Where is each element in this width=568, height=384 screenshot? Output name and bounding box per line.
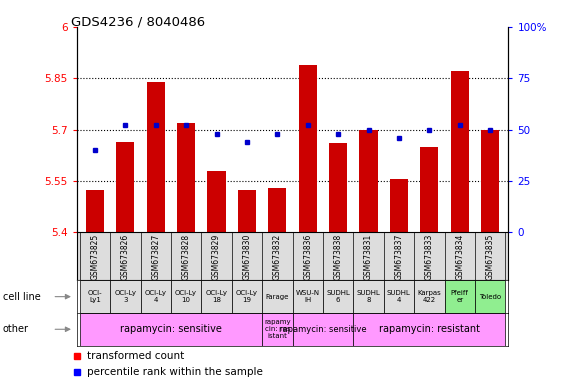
Text: rapamycin: resistant: rapamycin: resistant xyxy=(379,324,480,334)
Text: Toledo: Toledo xyxy=(479,294,501,300)
Text: rapamycin: sensitive: rapamycin: sensitive xyxy=(279,325,367,334)
Bar xyxy=(116,142,135,232)
Bar xyxy=(268,188,286,232)
Text: OCI-Ly
4: OCI-Ly 4 xyxy=(145,290,167,303)
Bar xyxy=(207,170,225,232)
Bar xyxy=(86,190,104,232)
Text: GSM673825: GSM673825 xyxy=(90,234,99,280)
Text: Farage: Farage xyxy=(266,294,289,300)
Bar xyxy=(293,280,323,313)
Bar xyxy=(353,280,384,313)
Text: GSM673832: GSM673832 xyxy=(273,234,282,280)
Bar xyxy=(360,129,378,232)
Text: SUDHL
4: SUDHL 4 xyxy=(387,290,411,303)
Bar xyxy=(262,313,293,346)
Text: Pfeiff
er: Pfeiff er xyxy=(451,290,469,303)
Text: SUDHL
6: SUDHL 6 xyxy=(326,290,350,303)
Text: OCI-Ly
19: OCI-Ly 19 xyxy=(236,290,258,303)
Text: GDS4236 / 8040486: GDS4236 / 8040486 xyxy=(71,15,205,28)
Text: GSM673837: GSM673837 xyxy=(394,234,403,280)
Bar xyxy=(445,280,475,313)
Bar xyxy=(353,313,506,346)
Text: SUDHL
8: SUDHL 8 xyxy=(357,290,381,303)
Bar xyxy=(262,280,293,313)
Text: GSM673826: GSM673826 xyxy=(121,234,130,280)
Text: GSM673838: GSM673838 xyxy=(333,234,343,280)
Bar xyxy=(238,190,256,232)
Bar xyxy=(390,179,408,232)
Text: rapamy
cin: res
istant: rapamy cin: res istant xyxy=(264,319,291,339)
Bar xyxy=(110,280,140,313)
Text: percentile rank within the sample: percentile rank within the sample xyxy=(87,367,264,377)
Bar xyxy=(384,280,414,313)
Text: GSM673830: GSM673830 xyxy=(243,234,252,280)
Bar xyxy=(475,280,506,313)
Text: OCI-Ly
18: OCI-Ly 18 xyxy=(206,290,228,303)
Bar xyxy=(80,313,262,346)
Text: OCI-Ly
3: OCI-Ly 3 xyxy=(114,290,136,303)
Bar xyxy=(420,147,438,232)
Text: GSM673829: GSM673829 xyxy=(212,234,221,280)
Bar xyxy=(80,280,110,313)
Bar xyxy=(140,280,171,313)
Bar xyxy=(481,129,499,232)
Bar xyxy=(414,280,445,313)
Bar xyxy=(177,123,195,232)
Text: rapamycin: sensitive: rapamycin: sensitive xyxy=(120,324,222,334)
Bar xyxy=(329,143,347,232)
Text: GSM673833: GSM673833 xyxy=(425,234,434,280)
Text: GSM673831: GSM673831 xyxy=(364,234,373,280)
Bar xyxy=(299,65,317,232)
Text: GSM673827: GSM673827 xyxy=(151,234,160,280)
Bar xyxy=(232,280,262,313)
Text: cell line: cell line xyxy=(3,292,40,302)
Bar xyxy=(147,82,165,232)
Text: OCI-
Ly1: OCI- Ly1 xyxy=(87,290,102,303)
Text: transformed count: transformed count xyxy=(87,351,185,361)
Text: GSM673834: GSM673834 xyxy=(455,234,464,280)
Text: GSM673836: GSM673836 xyxy=(303,234,312,280)
Text: WSU-N
IH: WSU-N IH xyxy=(296,290,320,303)
Bar xyxy=(450,71,469,232)
Text: GSM673835: GSM673835 xyxy=(486,234,495,280)
Text: OCI-Ly
10: OCI-Ly 10 xyxy=(175,290,197,303)
Bar xyxy=(171,280,201,313)
Text: GSM673828: GSM673828 xyxy=(182,234,191,280)
Text: Karpas
422: Karpas 422 xyxy=(417,290,441,303)
Bar xyxy=(323,280,353,313)
Text: other: other xyxy=(3,324,29,334)
Bar xyxy=(293,313,353,346)
Bar xyxy=(201,280,232,313)
